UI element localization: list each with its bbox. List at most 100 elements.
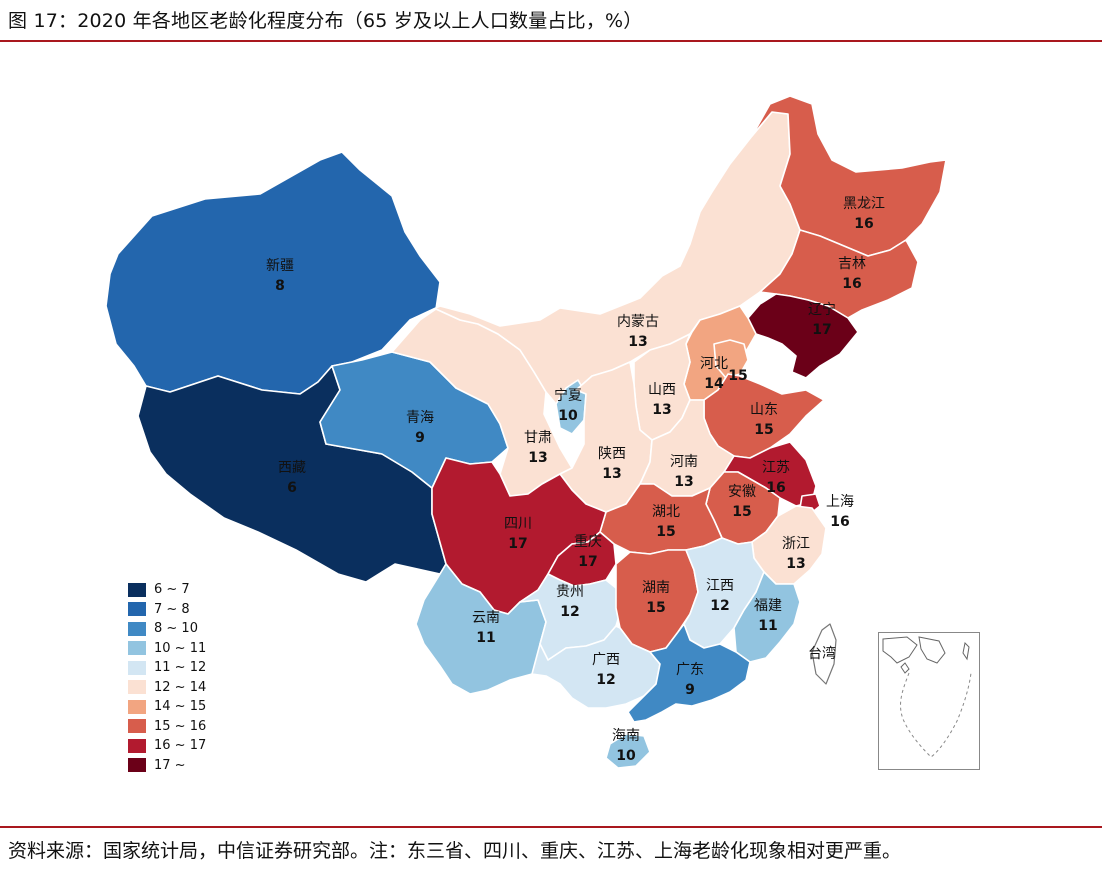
province-name-label: 浙江 — [782, 536, 810, 552]
province-name-label: 江苏 — [762, 460, 790, 476]
province-value-label: 16 — [842, 276, 861, 292]
legend-item: 11 ~ 12 — [128, 658, 206, 678]
province-name-label: 吉林 — [838, 256, 866, 272]
province-name-label: 甘肃 — [524, 430, 552, 446]
province-name-label: 上海 — [826, 494, 854, 510]
legend-label: 12 ~ 14 — [154, 679, 207, 695]
legend-swatch — [128, 621, 146, 636]
province-value-label: 9 — [415, 430, 425, 446]
legend-item: 17 ~ — [128, 756, 206, 776]
province-value-label: 15 — [656, 524, 675, 540]
province-value-label: 15 — [728, 368, 747, 384]
legend-item: 10 ~ 11 — [128, 639, 206, 659]
province-name-label: 重庆 — [574, 534, 602, 550]
legend-label: 14 ~ 15 — [154, 699, 207, 715]
legend-swatch — [128, 719, 146, 734]
legend-label: 17 ~ — [154, 757, 186, 773]
province-value-label: 17 — [812, 322, 831, 338]
legend-label: 16 ~ 17 — [154, 738, 207, 754]
province-fujian[interactable] — [733, 571, 801, 663]
province-name-label: 台湾 — [808, 645, 836, 662]
province-value-label: 13 — [652, 402, 671, 418]
province-name-label: 安徽 — [728, 484, 756, 500]
province-value-label: 10 — [616, 748, 636, 764]
province-value-label: 13 — [628, 334, 647, 350]
province-value-label: 9 — [685, 682, 695, 698]
figure-title: 图 17：2020 年各地区老龄化程度分布（65 岁及以上人口数量占比，%） — [8, 10, 643, 32]
province-value-label: 15 — [646, 600, 665, 616]
province-value-label: 12 — [560, 604, 579, 620]
province-liaoning[interactable] — [747, 293, 859, 379]
province-value-label: 15 — [754, 422, 773, 438]
province-name-label: 四川 — [504, 516, 532, 532]
province-value-label: 8 — [275, 278, 285, 294]
province-value-label: 12 — [710, 598, 729, 614]
province-value-label: 6 — [287, 480, 297, 496]
province-heilongjiang[interactable] — [751, 95, 947, 257]
title-rule — [0, 40, 1102, 42]
province-name-label: 黑龙江 — [843, 196, 885, 212]
province-name-label: 广西 — [592, 652, 620, 668]
province-value-label: 16 — [766, 480, 785, 496]
province-name-label: 新疆 — [266, 258, 294, 274]
province-value-label: 13 — [786, 556, 805, 572]
province-value-label: 14 — [704, 376, 724, 392]
province-name-label: 广东 — [676, 662, 704, 678]
province-name-label: 辽宁 — [808, 301, 836, 318]
province-hubei[interactable] — [599, 483, 723, 555]
south-china-sea-inset — [878, 632, 980, 770]
legend-item: 16 ~ 17 — [128, 736, 206, 756]
province-name-label: 贵州 — [556, 584, 584, 600]
province-name-label: 山东 — [750, 402, 778, 418]
legend-swatch — [128, 699, 146, 714]
province-name-label: 西藏 — [278, 460, 306, 476]
legend-swatch — [128, 738, 146, 753]
legend-item: 12 ~ 14 — [128, 678, 206, 698]
province-value-label: 16 — [854, 216, 873, 232]
province-name-label: 海南 — [612, 728, 640, 744]
legend-label: 10 ~ 11 — [154, 640, 207, 656]
legend-swatch — [128, 758, 146, 773]
legend-label: 7 ~ 8 — [154, 601, 190, 617]
legend-item: 14 ~ 15 — [128, 697, 206, 717]
province-value-label: 17 — [508, 536, 527, 552]
legend-swatch — [128, 680, 146, 695]
province-value-label: 13 — [528, 450, 547, 466]
province-name-label: 江西 — [706, 578, 734, 594]
province-name-label: 河北 — [700, 356, 728, 372]
legend-swatch — [128, 602, 146, 617]
legend-swatch — [128, 641, 146, 656]
province-guangdong[interactable] — [627, 623, 751, 723]
province-name-label: 湖南 — [642, 580, 670, 596]
legend-label: 15 ~ 16 — [154, 718, 207, 734]
province-value-label: 13 — [674, 474, 693, 490]
province-name-label: 河南 — [670, 454, 698, 470]
province-hainan[interactable] — [605, 733, 651, 769]
legend-label: 8 ~ 10 — [154, 621, 198, 637]
legend-label: 11 ~ 12 — [154, 660, 207, 676]
province-name-label: 宁夏 — [554, 387, 582, 404]
province-value-label: 10 — [558, 408, 578, 424]
source-note: 资料来源：国家统计局，中信证券研究部。注：东三省、四川、重庆、江苏、上海老龄化现… — [8, 840, 902, 862]
legend-swatch — [128, 582, 146, 597]
legend: 6 ~ 7 7 ~ 8 8 ~ 10 10 ~ 11 11 ~ 12 12 ~ 14 14 … — [128, 580, 206, 775]
province-value-label: 11 — [758, 618, 777, 634]
province-value-label: 16 — [830, 514, 849, 530]
province-name-label: 内蒙古 — [617, 314, 659, 330]
province-name-label: 山西 — [648, 382, 676, 398]
province-value-label: 12 — [596, 672, 615, 688]
legend-item: 6 ~ 7 — [128, 580, 206, 600]
province-jingjin[interactable] — [713, 339, 749, 379]
province-value-label: 17 — [578, 554, 597, 570]
legend-swatch — [128, 660, 146, 675]
province-taiwan[interactable] — [811, 623, 837, 685]
province-value-label: 13 — [602, 466, 621, 482]
province-value-label: 15 — [732, 504, 751, 520]
legend-item: 8 ~ 10 — [128, 619, 206, 639]
province-value-label: 11 — [476, 630, 495, 646]
source-rule — [0, 826, 1102, 828]
province-name-label: 青海 — [406, 410, 434, 426]
legend-item: 15 ~ 16 — [128, 717, 206, 737]
province-name-label: 陕西 — [598, 446, 626, 462]
